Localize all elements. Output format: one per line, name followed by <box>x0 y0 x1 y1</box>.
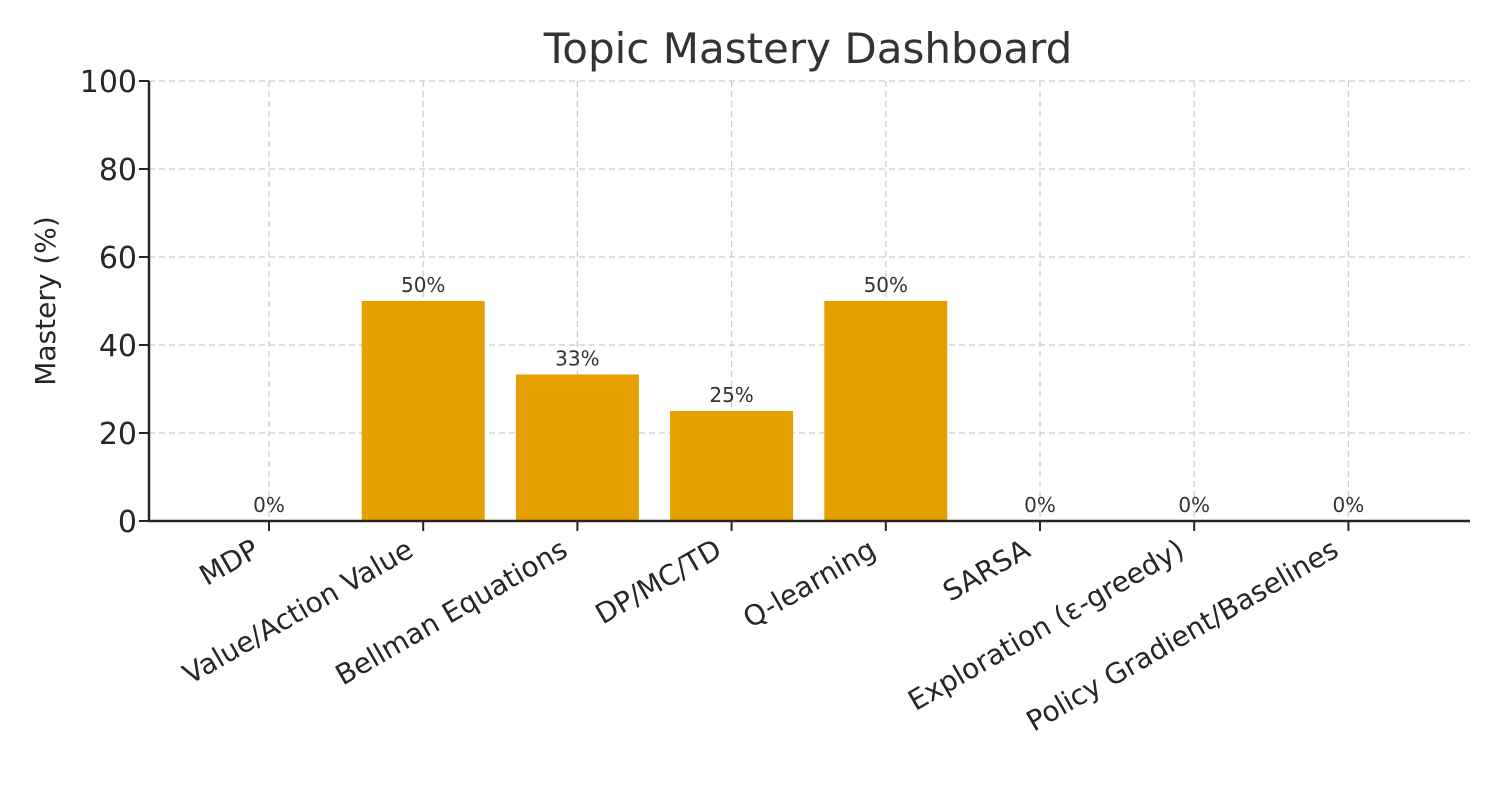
bar <box>515 374 639 521</box>
bar-value-label: 0% <box>1333 493 1365 517</box>
x-tick-label: Exploration (ε-greedy) <box>902 532 1189 717</box>
bar-value-label: 33% <box>555 346 599 370</box>
chart-title: Topic Mastery Dashboard <box>543 24 1073 73</box>
bar-value-label: 25% <box>709 383 753 407</box>
x-tick-label: DP/MC/TD <box>590 532 727 630</box>
y-tick-label: 80 <box>99 153 137 188</box>
y-tick-label: 60 <box>99 241 137 276</box>
y-tick-label: 100 <box>80 65 137 100</box>
y-tick-label: 20 <box>99 417 137 452</box>
bar-value-label: 50% <box>864 273 908 297</box>
bar-value-label: 0% <box>1024 493 1056 517</box>
x-tick-label: SARSA <box>937 532 1035 608</box>
y-tick-labels: 0 20 40 60 80 100 <box>80 65 137 540</box>
grid-lines <box>149 80 1470 522</box>
x-tick-label: MDP <box>194 532 265 592</box>
bar-value-label: 0% <box>1178 493 1210 517</box>
x-tick-label: Q-learning <box>737 532 881 634</box>
bars <box>361 301 948 521</box>
bar <box>670 411 794 521</box>
y-tick-label: 0 <box>118 505 137 540</box>
bar-value-label: 50% <box>401 273 445 297</box>
data-labels: 0% 50% 33% 25% 50% 0% 0% 0% <box>253 273 1364 517</box>
y-axis-label: Mastery (%) <box>29 216 62 386</box>
bar <box>361 301 485 521</box>
axes <box>139 80 1470 531</box>
y-tick-label: 40 <box>99 329 137 364</box>
bar-value-label: 0% <box>253 493 285 517</box>
bar <box>824 301 948 521</box>
